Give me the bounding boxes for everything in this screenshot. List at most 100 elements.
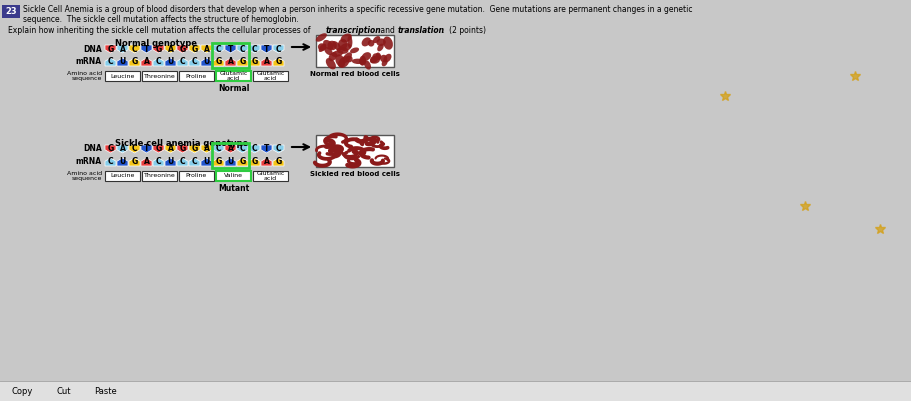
Polygon shape (177, 158, 188, 166)
Ellipse shape (359, 56, 365, 65)
Text: Cut: Cut (56, 387, 71, 395)
Polygon shape (189, 158, 200, 166)
Ellipse shape (347, 35, 352, 48)
Ellipse shape (341, 34, 352, 43)
Text: U: U (203, 57, 210, 67)
Bar (105, 171, 140, 181)
Polygon shape (153, 158, 164, 166)
Text: T: T (144, 144, 149, 154)
Ellipse shape (383, 36, 393, 50)
Polygon shape (189, 145, 200, 153)
Polygon shape (200, 58, 211, 66)
Text: transcription: transcription (325, 26, 381, 35)
Text: Proline: Proline (186, 174, 207, 178)
Polygon shape (141, 145, 152, 153)
Text: G: G (155, 45, 161, 53)
Text: T: T (263, 45, 269, 53)
Text: C: C (131, 45, 138, 53)
Polygon shape (117, 45, 128, 53)
Text: Normal red blood cells: Normal red blood cells (310, 71, 400, 77)
Bar (211, 43, 249, 68)
Ellipse shape (377, 44, 384, 51)
Polygon shape (165, 58, 176, 66)
Polygon shape (117, 145, 128, 153)
Text: 23: 23 (5, 7, 16, 16)
Text: A: A (263, 158, 269, 166)
Polygon shape (105, 58, 116, 66)
Text: A: A (168, 45, 173, 53)
Text: C: C (251, 144, 257, 154)
Text: C: C (275, 45, 281, 53)
Polygon shape (105, 145, 116, 153)
Polygon shape (117, 58, 128, 66)
Bar (252, 71, 288, 81)
Polygon shape (225, 45, 236, 53)
Text: Paste: Paste (95, 387, 118, 395)
Polygon shape (177, 45, 188, 53)
Text: Threonine: Threonine (143, 73, 175, 79)
Text: A: A (143, 158, 149, 166)
Bar (216, 71, 251, 81)
Text: A: A (228, 144, 233, 154)
Text: G: G (179, 45, 186, 53)
Text: Mutant: Mutant (218, 184, 249, 193)
Polygon shape (177, 145, 188, 153)
Polygon shape (117, 158, 128, 166)
Polygon shape (189, 58, 200, 66)
Text: U: U (227, 158, 233, 166)
Ellipse shape (338, 56, 349, 68)
Ellipse shape (315, 33, 326, 42)
Text: C: C (179, 57, 185, 67)
Text: G: G (275, 57, 281, 67)
Text: C: C (131, 144, 138, 154)
Polygon shape (225, 58, 236, 66)
Text: and: and (377, 26, 397, 35)
Text: T: T (263, 144, 269, 154)
Polygon shape (272, 145, 283, 153)
Ellipse shape (375, 53, 381, 60)
Text: Threonine: Threonine (143, 174, 175, 178)
Text: Amino acid
sequence: Amino acid sequence (67, 170, 102, 181)
Text: Proline: Proline (186, 73, 207, 79)
Ellipse shape (370, 56, 380, 64)
Polygon shape (128, 58, 140, 66)
Text: C: C (191, 57, 197, 67)
Text: C: C (107, 57, 113, 67)
Text: Normal genotype: Normal genotype (115, 39, 197, 48)
Text: Leucine: Leucine (110, 174, 135, 178)
Ellipse shape (367, 40, 374, 47)
Polygon shape (105, 158, 116, 166)
Polygon shape (237, 58, 248, 66)
Text: C: C (251, 45, 257, 53)
Bar (216, 171, 251, 181)
Bar (2, 5, 20, 18)
Ellipse shape (373, 36, 380, 43)
Text: U: U (203, 158, 210, 166)
Polygon shape (153, 45, 164, 53)
Ellipse shape (324, 47, 333, 55)
Text: A: A (263, 57, 269, 67)
Bar (142, 71, 177, 81)
Polygon shape (249, 45, 260, 53)
Text: G: G (215, 57, 221, 67)
Polygon shape (237, 45, 248, 53)
Polygon shape (200, 45, 211, 53)
Text: G: G (239, 57, 245, 67)
Polygon shape (105, 45, 116, 53)
Ellipse shape (318, 43, 326, 51)
Polygon shape (213, 45, 224, 53)
Text: Normal: Normal (218, 84, 249, 93)
Polygon shape (261, 45, 271, 53)
Polygon shape (225, 145, 236, 153)
Text: G: G (179, 144, 186, 154)
Bar (252, 171, 288, 181)
Ellipse shape (352, 59, 363, 64)
Ellipse shape (383, 54, 391, 63)
Text: U: U (168, 57, 173, 67)
Polygon shape (237, 158, 248, 166)
Polygon shape (141, 58, 152, 66)
Text: Valine: Valine (224, 174, 242, 178)
Polygon shape (141, 45, 152, 53)
Text: C: C (215, 144, 221, 154)
Text: C: C (275, 144, 281, 154)
